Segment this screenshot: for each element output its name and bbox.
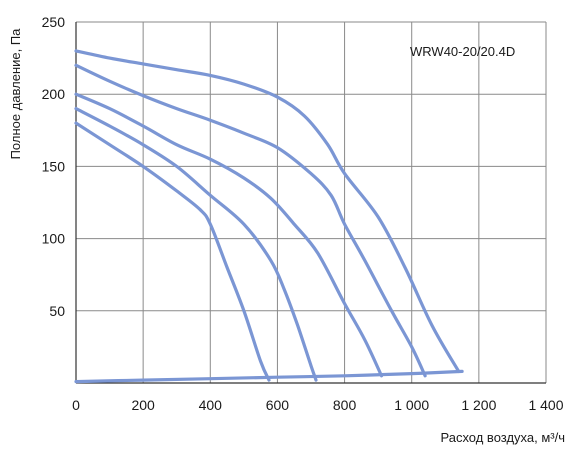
y-tick-label: 250 (42, 14, 66, 30)
y-axis-label: Полное давление, Па (8, 28, 23, 160)
series-line-3 (74, 92, 384, 378)
chart-axes (75, 22, 546, 384)
series-line-5 (74, 49, 461, 373)
series-line-4 (74, 63, 427, 378)
x-tick-label: 800 (333, 397, 357, 413)
y-tick-label: 200 (42, 86, 66, 102)
y-tick-label: 150 (42, 158, 66, 174)
x-axis-label: Расход воздуха, м³/ч (440, 430, 565, 445)
x-tick-label: 1 200 (461, 397, 496, 413)
x-tick-label: 1 400 (528, 397, 563, 413)
x-tick-label: 600 (266, 397, 290, 413)
y-tick-label: 50 (49, 303, 65, 319)
chart-grid (76, 21, 547, 383)
tick-labels: 0 200 400 600 800 1 000 1 200 1 400 50 100 150 200 2… (42, 14, 564, 413)
series-line-2 (74, 107, 318, 382)
series-line-6 (74, 369, 464, 384)
performance-curves (74, 49, 464, 384)
y-tick-label: 100 (42, 231, 66, 247)
x-tick-label: 400 (199, 397, 223, 413)
x-tick-label: 0 (72, 397, 80, 413)
model-annotation: WRW40-20/20.4D (410, 44, 515, 59)
x-tick-label: 1 000 (394, 397, 429, 413)
series-line-1 (74, 121, 271, 382)
x-tick-label: 200 (131, 397, 155, 413)
